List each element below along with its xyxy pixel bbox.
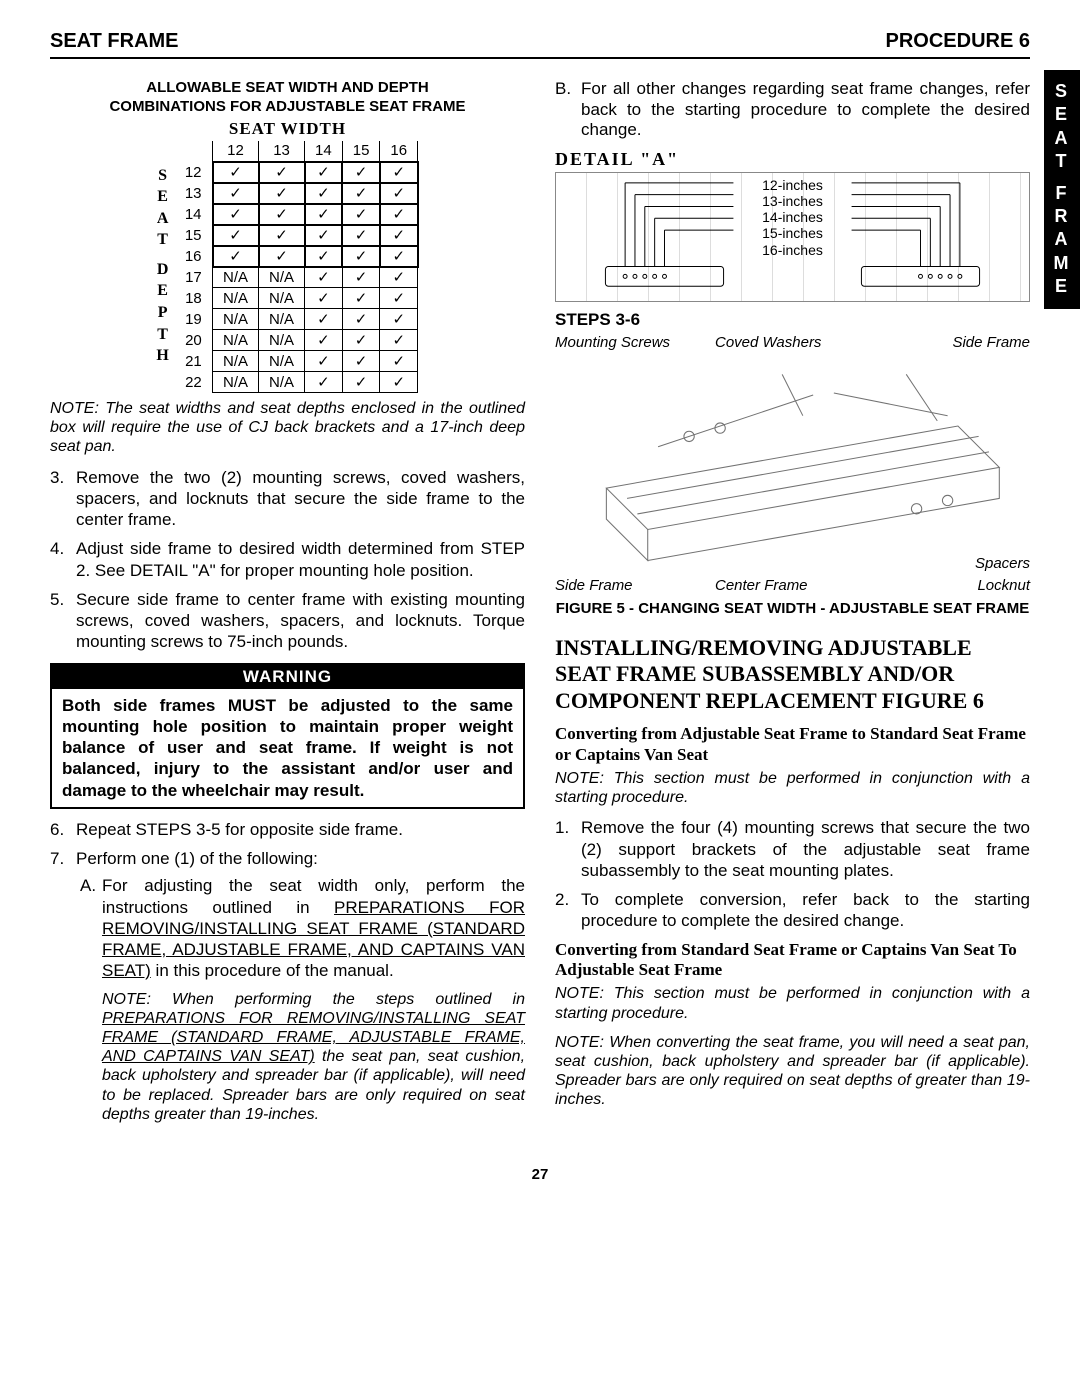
seat-depth-label: S E A T D E P T H	[156, 165, 168, 367]
exploded-diagram: Mounting Screws Coved Washers Side Frame…	[555, 334, 1030, 594]
section-heading: INSTALLING/REMOVING ADJUSTABLE SEAT FRAM…	[555, 635, 1030, 714]
lbl-side-frame-bot: Side Frame	[555, 577, 633, 594]
header-rule	[50, 57, 1030, 59]
lbl-coved-washers: Coved Washers	[715, 334, 821, 351]
note-a: NOTE: This section must be performed in …	[555, 769, 1030, 807]
detail-a-label: DETAIL "A"	[555, 149, 1030, 170]
warning-box: WARNING Both side frames MUST be adjuste…	[50, 663, 525, 809]
side-tab: S E A T F R A M E	[1044, 70, 1080, 309]
left-steps: 3.Remove the two (2) mounting screws, co…	[50, 467, 525, 653]
lbl-spacers: Spacers	[975, 555, 1030, 572]
header-right: PROCEDURE 6	[886, 30, 1030, 53]
page-header: SEAT FRAME PROCEDURE 6	[50, 30, 1030, 53]
seat-width-label: SEAT WIDTH	[50, 119, 525, 139]
subheading-a: Converting from Adjustable Seat Frame to…	[555, 724, 1030, 765]
figure-5-caption: FIGURE 5 - CHANGING SEAT WIDTH - ADJUSTA…	[555, 600, 1030, 619]
note-b2: NOTE: When converting the seat frame, yo…	[555, 1033, 1030, 1110]
lbl-side-frame-top: Side Frame	[952, 334, 1030, 351]
detail-a-diagram: 12-inches 13-inches 14-inches 15-inches …	[555, 172, 1030, 302]
compat-matrix: 12 13 14 15 16 12✓✓✓✓✓13✓✓✓✓✓14✓✓✓✓✓15✓✓…	[175, 141, 419, 394]
warning-title: WARNING	[52, 665, 523, 689]
header-left: SEAT FRAME	[50, 30, 179, 53]
note-b1: NOTE: This section must be performed in …	[555, 984, 1030, 1022]
steps-3-6-label: STEPS 3-6	[555, 310, 1030, 330]
lbl-locknut: Locknut	[977, 577, 1030, 594]
step7-note: NOTE: When performing the steps outlined…	[102, 990, 525, 1124]
matrix-wrap: S E A T D E P T H 12 13 14 15	[50, 141, 525, 394]
matrix-note: NOTE: The seat widths and seat depths en…	[50, 399, 525, 457]
lbl-mounting-screws: Mounting Screws	[555, 334, 670, 351]
right-column: B. For all other changes regarding seat …	[555, 79, 1030, 1142]
left-column: ALLOWABLE SEAT WIDTH AND DEPTH COMBINATI…	[50, 79, 525, 1142]
left-steps-cont: 6.Repeat STEPS 3-5 for opposite side fra…	[50, 819, 525, 1134]
item-b: B. For all other changes regarding seat …	[555, 79, 1030, 141]
conversion-a-steps: 1.Remove the four (4) mounting screws th…	[555, 817, 1030, 931]
page-number: 27	[50, 1166, 1030, 1183]
matrix-title: ALLOWABLE SEAT WIDTH AND DEPTH COMBINATI…	[50, 79, 525, 117]
warning-body: Both side frames MUST be adjusted to the…	[52, 689, 523, 807]
subheading-b: Converting from Standard Seat Frame or C…	[555, 940, 1030, 981]
lbl-center-frame: Center Frame	[715, 577, 808, 594]
